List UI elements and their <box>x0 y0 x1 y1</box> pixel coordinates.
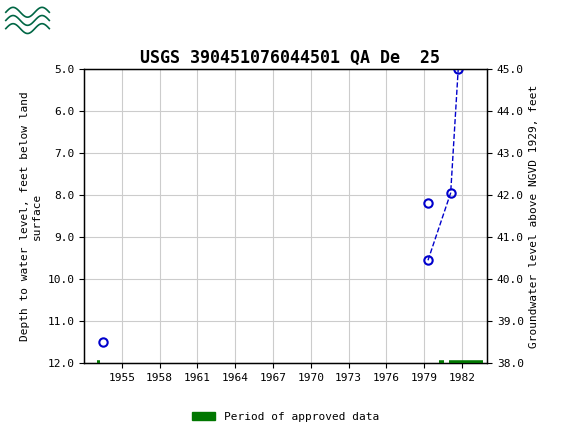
Legend: Period of approved data: Period of approved data <box>188 407 383 426</box>
Y-axis label: Groundwater level above NGVD 1929, feet: Groundwater level above NGVD 1929, feet <box>530 84 539 348</box>
Text: USGS: USGS <box>55 12 110 29</box>
Text: USGS 390451076044501 QA De  25: USGS 390451076044501 QA De 25 <box>140 49 440 67</box>
Y-axis label: Depth to water level, feet below land
surface: Depth to water level, feet below land su… <box>20 91 42 341</box>
